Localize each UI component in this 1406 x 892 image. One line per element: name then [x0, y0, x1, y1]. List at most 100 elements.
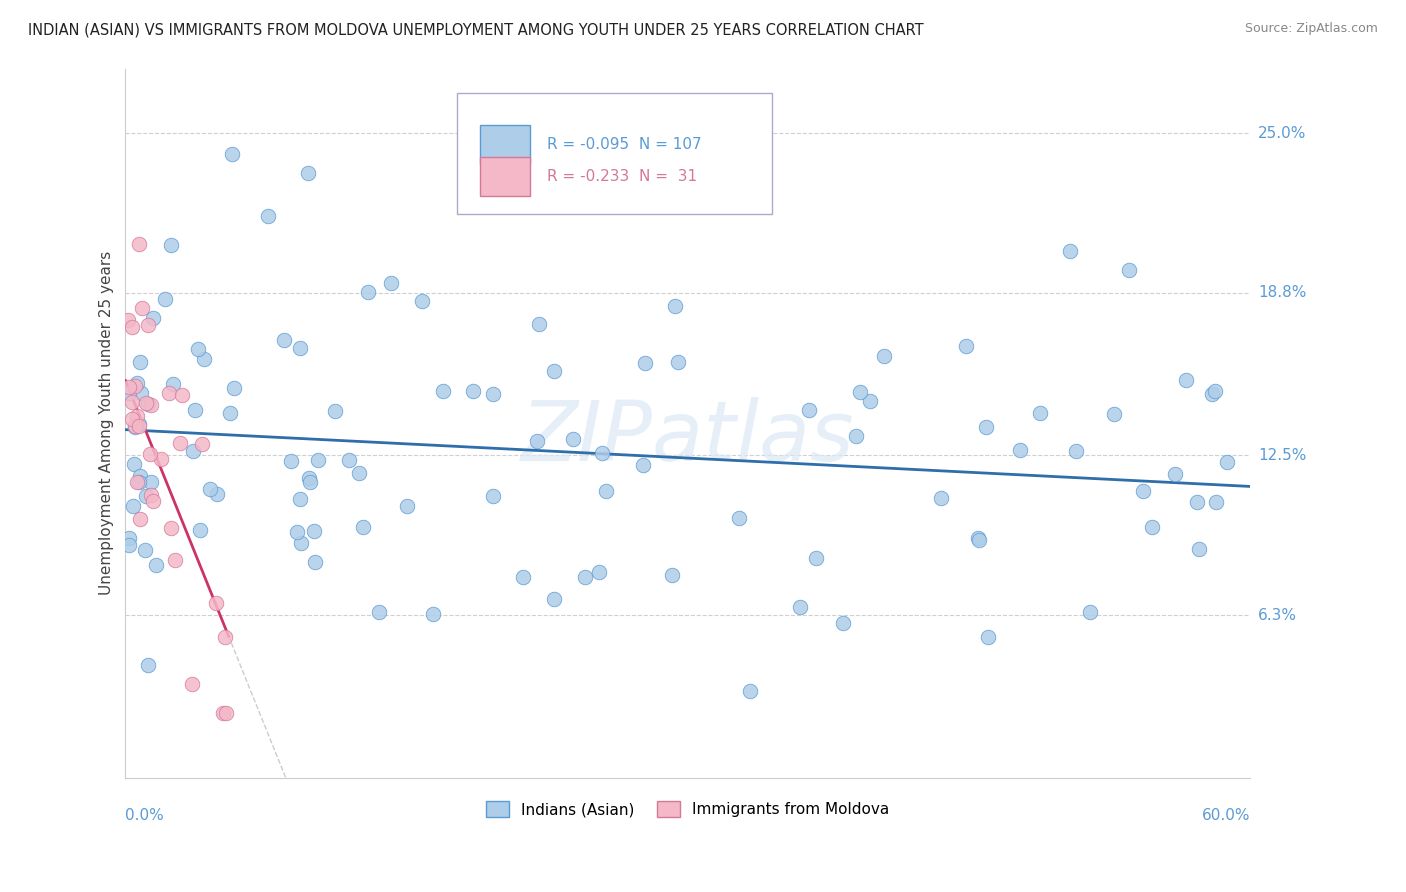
Point — [664, 299, 686, 313]
Point — [188, 523, 211, 537]
Point — [131, 301, 153, 315]
Point — [1104, 407, 1126, 421]
Point — [574, 569, 596, 583]
Point — [139, 487, 162, 501]
Point — [128, 419, 150, 434]
Point — [666, 354, 689, 368]
Point — [273, 334, 295, 348]
Point — [526, 434, 548, 448]
Point — [139, 398, 162, 412]
Point — [1175, 373, 1198, 387]
Point — [1205, 495, 1227, 509]
Point — [121, 411, 143, 425]
Point — [461, 384, 484, 398]
Point — [1132, 483, 1154, 498]
Point — [977, 630, 1000, 644]
Text: 6.3%: 6.3% — [1258, 608, 1298, 623]
Point — [131, 386, 153, 401]
Point — [160, 521, 183, 535]
Point — [789, 600, 811, 615]
Text: 60.0%: 60.0% — [1202, 808, 1250, 823]
Point — [529, 318, 551, 332]
Point — [157, 385, 180, 400]
Point — [118, 385, 141, 400]
Point — [124, 458, 146, 472]
Point — [1010, 442, 1032, 457]
Point — [1204, 384, 1226, 399]
Point — [482, 489, 505, 503]
Point — [129, 355, 152, 369]
Point — [297, 166, 319, 180]
Point — [257, 209, 280, 223]
Point — [141, 475, 163, 489]
Point — [543, 592, 565, 607]
Point — [969, 533, 991, 547]
Point — [337, 453, 360, 467]
Point — [127, 409, 149, 424]
Point — [127, 376, 149, 390]
Point — [139, 447, 162, 461]
Point — [290, 535, 312, 549]
Point — [872, 349, 894, 363]
Point — [118, 532, 141, 546]
Point — [122, 500, 145, 514]
Point — [121, 395, 143, 409]
Point — [128, 236, 150, 251]
Point — [395, 499, 418, 513]
Point — [153, 292, 176, 306]
Point — [512, 570, 534, 584]
Text: 25.0%: 25.0% — [1258, 126, 1306, 141]
Point — [118, 380, 141, 394]
Point — [135, 395, 157, 409]
Point — [307, 453, 329, 467]
Point — [738, 683, 761, 698]
Point — [117, 313, 139, 327]
Point — [288, 341, 311, 355]
FancyBboxPatch shape — [457, 94, 772, 214]
Point — [1188, 542, 1211, 557]
Point — [163, 553, 186, 567]
Point — [411, 293, 433, 308]
Point — [631, 458, 654, 472]
Point — [124, 419, 146, 434]
Point — [184, 402, 207, 417]
Text: 18.8%: 18.8% — [1258, 285, 1306, 301]
Text: INDIAN (ASIAN) VS IMMIGRANTS FROM MOLDOVA UNEMPLOYMENT AMONG YOUTH UNDER 25 YEAR: INDIAN (ASIAN) VS IMMIGRANTS FROM MOLDOV… — [28, 22, 924, 37]
Point — [1164, 467, 1187, 482]
Point — [287, 525, 309, 540]
Point — [1185, 495, 1208, 509]
Point — [1140, 520, 1163, 534]
Point — [193, 352, 215, 367]
Point — [221, 146, 243, 161]
Point — [136, 658, 159, 673]
Point — [380, 277, 402, 291]
Point — [595, 483, 617, 498]
Point — [134, 543, 156, 558]
Point — [432, 384, 454, 398]
Point — [129, 512, 152, 526]
Point — [562, 432, 585, 446]
Text: Source: ZipAtlas.com: Source: ZipAtlas.com — [1244, 22, 1378, 36]
Point — [1118, 262, 1140, 277]
Text: ZIPatlas: ZIPatlas — [520, 397, 855, 478]
Point — [543, 364, 565, 378]
Point — [799, 402, 821, 417]
Point — [304, 555, 326, 569]
Point — [591, 446, 613, 460]
Point — [482, 386, 505, 401]
Point — [859, 394, 882, 409]
Point — [974, 420, 997, 434]
Y-axis label: Unemployment Among Youth under 25 years: Unemployment Among Youth under 25 years — [100, 251, 114, 595]
Point — [162, 377, 184, 392]
Point — [124, 419, 146, 434]
Point — [967, 531, 990, 545]
Point — [181, 443, 204, 458]
Point — [280, 454, 302, 468]
Point — [135, 490, 157, 504]
Point — [955, 339, 977, 353]
Point — [845, 429, 868, 443]
Point — [214, 630, 236, 644]
Point — [205, 596, 228, 610]
Point — [142, 494, 165, 508]
Point — [160, 238, 183, 252]
